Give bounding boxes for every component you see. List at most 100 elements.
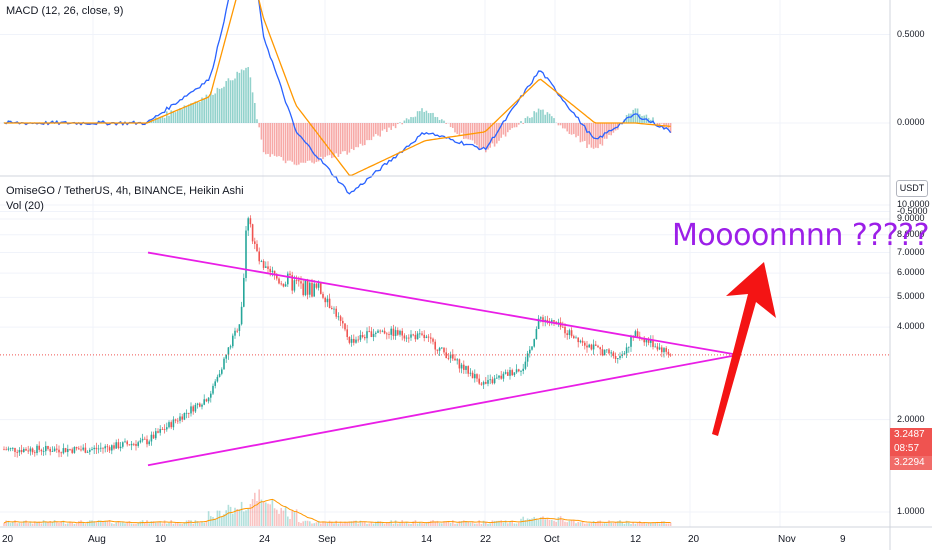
volume-bar: [531, 518, 533, 526]
macd-hist-bar: [350, 123, 353, 149]
macd-hist-bar: [212, 94, 214, 123]
volume-bar: [454, 523, 456, 526]
candle-body: [346, 329, 348, 338]
macd-hist-bar: [465, 123, 467, 139]
candle-body: [128, 444, 131, 446]
candle-body: [168, 422, 170, 428]
macd-hist-bar: [511, 123, 513, 129]
main-title[interactable]: OmiseGO / TetherUS, 4h, BINANCE, Heikin …: [6, 185, 244, 197]
volume-bar: [295, 509, 298, 526]
candle-body: [152, 434, 155, 439]
volume-bar: [447, 521, 450, 526]
macd-hist-bar: [205, 94, 208, 123]
macd-hist-bar: [337, 123, 340, 157]
macd-hist-bar: [155, 117, 157, 123]
candle-body: [654, 346, 656, 348]
macd-hist-bar: [592, 123, 595, 149]
candle-body: [243, 277, 245, 307]
macd-hist-bar: [548, 113, 551, 123]
macd-hist-bar: [469, 123, 472, 140]
candle-body: [568, 330, 571, 336]
macd-hist-bar: [425, 110, 428, 123]
volume-bar: [128, 521, 131, 526]
volume-bar: [29, 521, 32, 526]
volume-bar: [570, 520, 573, 526]
candle-body: [278, 278, 280, 284]
red-arrow[interactable]: [712, 262, 776, 436]
volume-bar: [256, 500, 258, 526]
candle-body: [150, 434, 153, 442]
volume-bar: [364, 522, 366, 526]
macd-hist-bar: [401, 123, 403, 125]
volume-bar: [102, 521, 104, 526]
macd-hist-bar: [575, 123, 577, 138]
volume-bar: [489, 523, 491, 526]
volume-bar: [67, 523, 69, 526]
candle-body: [408, 337, 410, 339]
macd-hist-bar: [449, 123, 452, 128]
volume-bar: [650, 522, 652, 526]
candle-body: [366, 331, 368, 339]
volume-bar: [485, 522, 487, 526]
candle-body: [58, 449, 60, 453]
volume-bar: [669, 522, 672, 526]
candle-body: [75, 447, 78, 449]
candle-body: [348, 337, 351, 343]
candle-body: [617, 358, 619, 360]
macd-hist-bar: [421, 108, 423, 123]
candle-body: [507, 372, 509, 376]
lower-trendline[interactable]: [147, 353, 739, 467]
volume-bar: [342, 523, 344, 526]
candle-body: [251, 224, 254, 242]
volume-bar: [491, 520, 494, 526]
macd-hist-bar: [403, 120, 406, 123]
currency-button[interactable]: USDT: [896, 180, 928, 197]
candle-body: [425, 336, 428, 339]
volume-bar: [229, 506, 232, 526]
volume-bar: [425, 522, 428, 526]
volume-bar: [150, 521, 153, 526]
macd-hist-bar: [518, 123, 520, 125]
macd-hist-bar: [218, 88, 221, 123]
macd-hist-bar: [570, 123, 573, 135]
candle-body: [221, 369, 223, 374]
volume-bar: [148, 523, 150, 526]
macd-hist-bar: [507, 123, 509, 133]
candle-body: [430, 337, 432, 339]
candle-body: [240, 306, 243, 325]
volume-bar: [449, 522, 452, 526]
volume-bar: [247, 508, 249, 526]
volume-bar: [320, 523, 322, 526]
volume-bar: [315, 522, 318, 526]
candle-body: [601, 349, 604, 356]
volume-bar: [245, 510, 247, 526]
volume-bar: [436, 520, 439, 526]
macd-hist-bar: [291, 123, 293, 162]
macd-hist-bar: [522, 123, 524, 124]
volume-bar: [337, 523, 340, 526]
candle-body: [663, 348, 665, 353]
upper-trendline[interactable]: [147, 251, 739, 356]
volume-bar: [238, 509, 241, 526]
volume-bar: [298, 522, 300, 526]
macd-hist-bar: [588, 123, 590, 145]
macd-hist-bar: [183, 105, 186, 123]
candle-body: [634, 331, 637, 338]
annotation-text[interactable]: Moooonnnn ?????: [672, 218, 930, 253]
macd-legend[interactable]: MACD (12, 26, close, 9): [6, 5, 124, 17]
volume-bar: [601, 523, 604, 526]
volume-bar: [146, 520, 148, 526]
macd-hist-bar: [361, 123, 364, 146]
candle-body: [179, 416, 181, 421]
candle-body: [300, 281, 302, 284]
candle-body: [111, 445, 113, 451]
macd-hist-bar: [309, 123, 311, 161]
candle-body: [438, 347, 441, 351]
volume-bar: [557, 517, 560, 526]
volume-bar: [199, 522, 201, 526]
volume-bar: [139, 521, 142, 526]
volume-legend[interactable]: Vol (20): [6, 200, 44, 212]
candle-body: [174, 419, 177, 421]
candle-body: [588, 344, 590, 348]
